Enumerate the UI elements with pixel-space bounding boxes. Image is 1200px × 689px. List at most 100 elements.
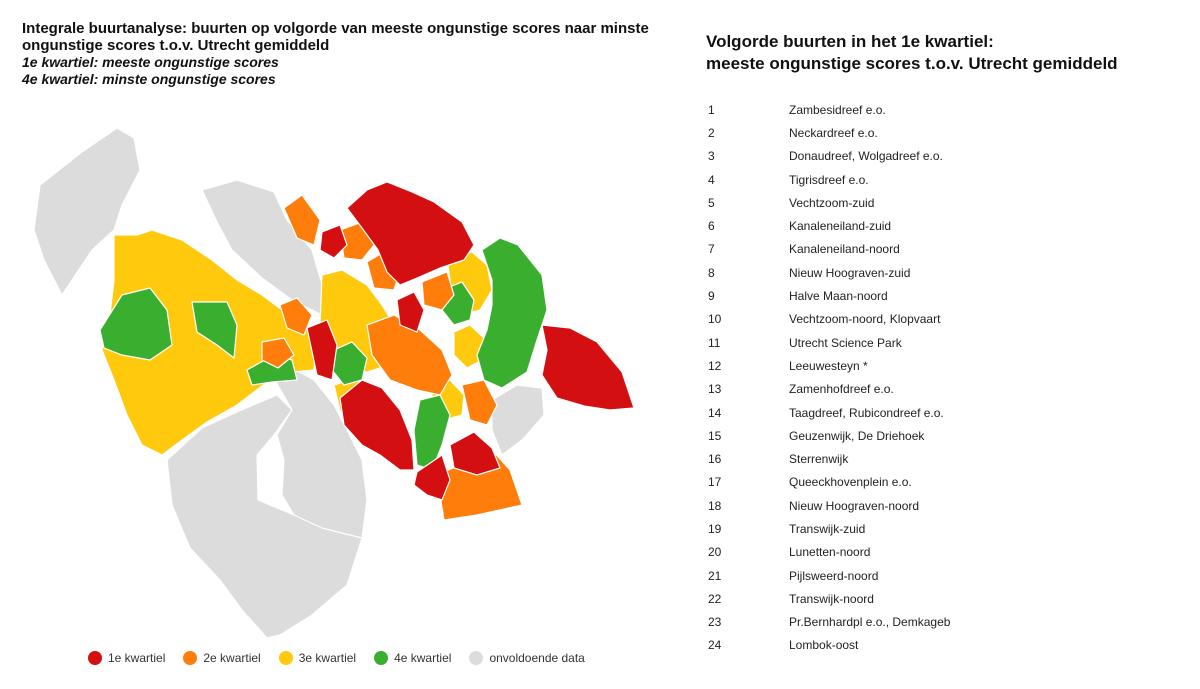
- legend-label-nodata: onvoldoende data: [489, 651, 585, 665]
- legend-dot-q1: [88, 651, 102, 665]
- legend-dot-q2: [183, 651, 198, 665]
- neighbourhood-name: Geuzenwijk, De Driehoek: [789, 428, 925, 443]
- rank-number: 6: [708, 219, 715, 234]
- map-svg: [33, 127, 635, 639]
- list-item: 3 Donaudreef, Wolgadreef e.o.: [708, 145, 1168, 168]
- legend-item-q4: 4e kwartiel: [374, 651, 451, 665]
- ranking-list: 1 Zambesidreef e.o. 2 Neckardreef e.o. 3 Do…: [708, 98, 1168, 657]
- rank-number: 14: [708, 405, 722, 420]
- list-item: 5 Vechtzoom-zuid: [708, 191, 1168, 214]
- area-q1-southwest: [339, 379, 415, 471]
- neighbourhood-name: Lunetten-noord: [789, 545, 871, 560]
- list-item: 12 Leeuwesteyn *: [708, 354, 1168, 377]
- neighbourhood-name: Tigrisdreef e.o.: [789, 172, 869, 187]
- legend-item-q2: 2e kwartiel: [183, 651, 261, 665]
- list-item: 2 Neckardreef e.o.: [708, 121, 1168, 144]
- area-q1-east: [541, 324, 635, 411]
- neighbourhood-name: Pr.Bernhardpl e.o., Demkageb: [789, 615, 951, 630]
- rank-number: 1: [708, 102, 715, 117]
- neighbourhood-name: Nieuw Hoograven-zuid: [789, 265, 911, 280]
- area-q2-southeast-1: [461, 379, 498, 426]
- list-item: 23 Pr.Bernhardpl e.o., Demkageb: [708, 611, 1168, 634]
- list-item: 11 Utrecht Science Park: [708, 331, 1168, 354]
- choropleth-map: [22, 110, 662, 640]
- legend-dot-q4: [374, 651, 389, 665]
- map-subtitle-q4: 4e kwartiel: minste ongunstige scores: [22, 71, 276, 87]
- neighbourhood-name: Pijlsweerd-noord: [789, 568, 879, 583]
- neighbourhood-name: Halve Maan-noord: [789, 289, 888, 304]
- area-q1-center: [396, 291, 425, 333]
- neighbourhood-name: Zambesidreef e.o.: [789, 102, 886, 117]
- list-item: 8 Nieuw Hoograven-zuid: [708, 261, 1168, 284]
- legend-label-q3: 3e kwartiel: [298, 651, 357, 665]
- legend-label-q4: 4e kwartiel: [394, 651, 452, 665]
- area-q1-south-2: [413, 454, 451, 501]
- rank-number: 12: [708, 358, 722, 373]
- neighbourhood-name: Leeuwesteyn *: [789, 358, 868, 373]
- list-item: 20 Lunetten-noord: [708, 541, 1168, 564]
- list-item: 14 Taagdreef, Rubicondreef e.o.: [708, 401, 1168, 424]
- neighbourhood-name: Utrecht Science Park: [789, 335, 902, 350]
- legend-item-nodata: onvoldoende data: [469, 651, 585, 665]
- rank-number: 2: [708, 125, 715, 140]
- list-item: 21 Pijlsweerd-noord: [708, 564, 1168, 587]
- list-item: 22 Transwijk-noord: [708, 587, 1168, 610]
- area-q4-east: [476, 237, 548, 389]
- legend-item-q1: 1e kwartiel: [88, 651, 165, 665]
- list-item: 1 Zambesidreef e.o.: [708, 98, 1168, 121]
- list-item: 17 Queeckhovenplein e.o.: [708, 471, 1168, 494]
- legend-dot-q3: [278, 651, 293, 665]
- rank-number: 3: [708, 149, 715, 164]
- ranking-title-line2: meeste ongunstige scores t.o.v. Utrecht …: [706, 54, 1118, 73]
- neighbourhood-name: Neckardreef e.o.: [789, 125, 878, 140]
- rank-number: 19: [708, 521, 722, 536]
- area-q1-north: [346, 181, 475, 286]
- rank-number: 15: [708, 428, 722, 443]
- rank-number: 16: [708, 452, 722, 467]
- list-item: 24 Lombok-oost: [708, 634, 1168, 657]
- area-nodata-west: [33, 127, 141, 296]
- area-q1-south-1: [449, 431, 501, 476]
- rank-number: 20: [708, 545, 722, 560]
- list-item: 19 Transwijk-zuid: [708, 517, 1168, 540]
- legend-label-q2: 2e kwartiel: [203, 651, 261, 665]
- area-q4-west-1: [99, 287, 173, 361]
- neighbourhood-name: Transwijk-noord: [789, 591, 874, 606]
- neighbourhood-name: Sterrenwijk: [789, 452, 849, 467]
- ranking-title: Volgorde buurten in het 1e kwartiel: mee…: [706, 31, 1186, 75]
- rank-number: 4: [708, 172, 715, 187]
- neighbourhood-name: Taagdreef, Rubicondreef e.o.: [789, 405, 944, 420]
- area-q1-west: [306, 319, 338, 381]
- neighbourhood-name: Donaudreef, Wolgadreef e.o.: [789, 149, 943, 164]
- ranking-title-line1: Volgorde buurten in het 1e kwartiel:: [706, 32, 994, 51]
- area-q2-north: [283, 194, 321, 246]
- neighbourhood-name: Zamenhofdreef e.o.: [789, 382, 894, 397]
- rank-number: 17: [708, 475, 722, 490]
- list-item: 4 Tigrisdreef e.o.: [708, 168, 1168, 191]
- area-q2-west-2: [261, 337, 295, 369]
- neighbourhood-name: Vechtzoom-zuid: [789, 195, 875, 210]
- list-item: 18 Nieuw Hoograven-noord: [708, 494, 1168, 517]
- rank-number: 18: [708, 498, 722, 513]
- list-item: 16 Sterrenwijk: [708, 447, 1168, 470]
- rank-number: 21: [708, 568, 722, 583]
- legend-label-q1: 1e kwartiel: [108, 651, 166, 665]
- neighbourhood-name: Vechtzoom-noord, Klopvaart: [789, 312, 941, 327]
- neighbourhood-name: Queeckhovenplein e.o.: [789, 475, 912, 490]
- area-q1-north-west: [319, 224, 348, 259]
- neighbourhood-name: Transwijk-zuid: [789, 521, 866, 536]
- list-item: 9 Halve Maan-noord: [708, 284, 1168, 307]
- rank-number: 10: [708, 312, 722, 327]
- map-title-block: Integrale buurtanalyse: buurten op volgo…: [22, 20, 662, 88]
- rank-number: 9: [708, 289, 715, 304]
- neighbourhood-name: Lombok-oost: [789, 638, 859, 653]
- map-legend: 1e kwartiel 2e kwartiel 3e kwartiel 4e k…: [88, 651, 585, 665]
- neighbourhood-name: Kanaleneiland-zuid: [789, 219, 892, 234]
- legend-dot-nodata: [469, 651, 484, 665]
- rank-number: 13: [708, 382, 722, 397]
- area-q2-east: [421, 271, 455, 311]
- rank-number: 7: [708, 242, 715, 257]
- rank-number: 5: [708, 195, 715, 210]
- map-subtitle-q1: 1e kwartiel: meeste ongunstige scores: [22, 54, 279, 70]
- list-item: 7 Kanaleneiland-noord: [708, 238, 1168, 261]
